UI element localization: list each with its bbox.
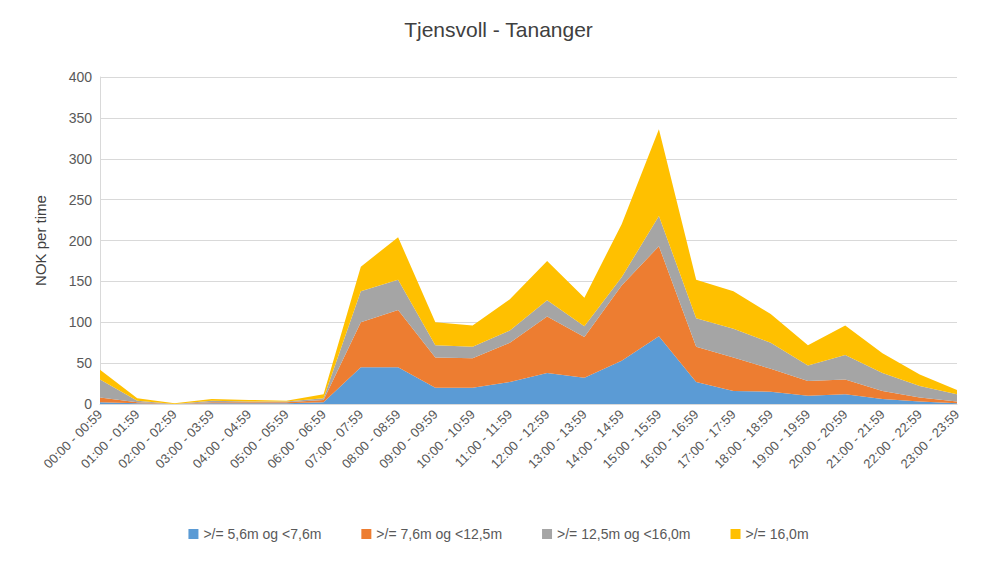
svg-text:350: 350: [69, 110, 93, 126]
svg-text:04:00 - 04:59: 04:00 - 04:59: [189, 406, 255, 472]
svg-text:12:00 - 12:59: 12:00 - 12:59: [487, 406, 553, 472]
svg-text:Tjensvoll - Tananger: Tjensvoll - Tananger: [404, 18, 593, 41]
svg-text:50: 50: [76, 355, 92, 371]
svg-text:11:00 - 11:59: 11:00 - 11:59: [451, 406, 516, 471]
svg-text:03:00 - 03:59: 03:00 - 03:59: [152, 406, 218, 472]
svg-text:16:00 - 16:59: 16:00 - 16:59: [636, 406, 702, 472]
svg-text:300: 300: [69, 151, 93, 167]
svg-text:200: 200: [69, 233, 93, 249]
svg-text:06:00 - 06:59: 06:00 - 06:59: [264, 406, 329, 472]
svg-text:15:00 - 15:59: 15:00 - 15:59: [599, 406, 665, 472]
svg-text:250: 250: [69, 192, 93, 208]
svg-text:14:00 - 14:59: 14:00 - 14:59: [562, 406, 627, 472]
svg-text:10:00 - 10:59: 10:00 - 10:59: [413, 406, 478, 472]
svg-text:0: 0: [84, 396, 92, 412]
svg-text:19:00 - 19:59: 19:00 - 19:59: [748, 406, 814, 472]
svg-text:>/= 5,6m og <7,6m: >/= 5,6m og <7,6m: [203, 526, 321, 542]
svg-text:21:00 - 21:59: 21:00 - 21:59: [823, 406, 888, 472]
svg-text:05:00 - 05:59: 05:00 - 05:59: [226, 406, 292, 472]
svg-text:100: 100: [69, 314, 93, 330]
svg-text:02:00 - 02:59: 02:00 - 02:59: [115, 406, 180, 472]
svg-text:13:00 - 13:59: 13:00 - 13:59: [525, 406, 590, 472]
svg-text:>/= 12,5m og <16,0m: >/= 12,5m og <16,0m: [557, 526, 690, 542]
svg-text:22:00 - 22:59: 22:00 - 22:59: [860, 406, 925, 472]
svg-text:>/= 16,0m: >/= 16,0m: [746, 526, 809, 542]
svg-text:23:00 - 23:59: 23:00 - 23:59: [898, 407, 963, 472]
svg-text:400: 400: [69, 69, 93, 85]
svg-text:18:00 - 18:59: 18:00 - 18:59: [711, 406, 776, 472]
svg-text:>/= 7,6m og <12,5m: >/= 7,6m og <12,5m: [376, 526, 502, 542]
svg-text:01:00 - 01:59: 01:00 - 01:59: [77, 406, 143, 472]
svg-text:09:00 - 09:59: 09:00 - 09:59: [375, 406, 441, 472]
svg-text:20:00 - 20:59: 20:00 - 20:59: [785, 406, 851, 472]
svg-text:NOK per time: NOK per time: [32, 195, 49, 286]
svg-text:08:00 - 08:59: 08:00 - 08:59: [338, 406, 404, 472]
svg-text:00:00 - 00:59: 00:00 - 00:59: [40, 406, 106, 472]
svg-text:17:00 - 17:59: 17:00 - 17:59: [674, 406, 739, 472]
svg-text:150: 150: [69, 273, 93, 289]
svg-text:07:00 - 07:59: 07:00 - 07:59: [301, 406, 367, 472]
